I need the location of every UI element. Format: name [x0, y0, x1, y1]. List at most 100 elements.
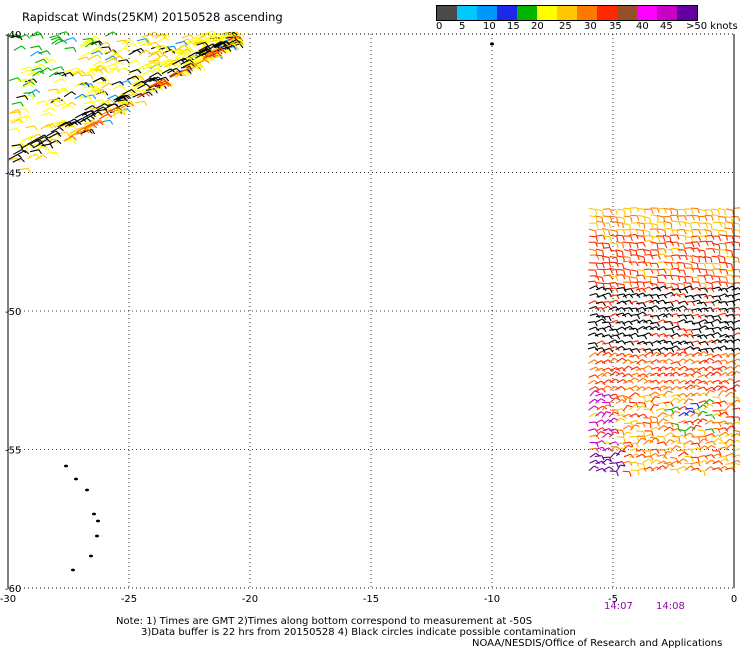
wind-barb [116, 39, 129, 45]
wind-barb [75, 112, 89, 119]
wind-barb [636, 437, 647, 445]
wind-barb [609, 386, 620, 391]
wind-barb [677, 215, 688, 221]
wind-barb [46, 151, 59, 157]
wind-barb [609, 371, 621, 377]
wind-barb [711, 379, 723, 385]
wind-barb [211, 47, 225, 54]
wind-barb [185, 54, 199, 60]
wind-barb [595, 318, 607, 323]
note-line-2: 3)Data buffer is 22 hrs from 20150528 4)… [141, 627, 576, 638]
wind-barb [623, 325, 635, 331]
wind-barb [690, 221, 701, 228]
wind-barb [615, 340, 626, 345]
wind-barb [690, 207, 700, 214]
wind-barb [717, 385, 728, 391]
wind-barb [608, 208, 619, 215]
colorbar-label: 45 [660, 21, 673, 32]
wind-barb [731, 338, 740, 343]
wind-barb [53, 78, 66, 83]
wind-barb [691, 281, 701, 287]
wind-barb [644, 299, 655, 305]
wind-barb [718, 249, 729, 255]
wind-barb [724, 261, 733, 270]
wind-barb [16, 95, 29, 100]
wind-barb [50, 126, 64, 133]
wind-barb [78, 94, 91, 100]
wind-barb [118, 94, 132, 101]
wind-barb [20, 143, 34, 149]
wind-barb [184, 62, 198, 69]
wind-barb [148, 72, 162, 78]
wind-barb [601, 404, 612, 411]
wind-barb [228, 39, 241, 45]
wind-barb [616, 442, 626, 448]
wind-barb [615, 221, 625, 228]
wind-barb [595, 242, 605, 249]
wind-barb [650, 222, 659, 230]
wind-barb [21, 66, 34, 72]
wind-barb [617, 208, 626, 216]
wind-barb [691, 328, 702, 334]
wind-barb [690, 442, 701, 448]
wind-barb [595, 208, 604, 217]
wind-barb [657, 208, 668, 214]
wind-barb [615, 449, 626, 457]
wind-barb [629, 404, 640, 410]
wind-barb [703, 398, 715, 405]
wind-barb [95, 103, 110, 109]
wind-barb [637, 377, 648, 383]
wind-barb [61, 71, 74, 77]
wind-barb [623, 249, 632, 257]
wind-barb [636, 467, 647, 473]
wind-barb [711, 228, 720, 236]
wind-barb [703, 357, 715, 363]
wind-barb [587, 332, 599, 337]
wind-barb [649, 391, 660, 397]
colorbar-label: 15 [507, 21, 520, 32]
wind-barb [603, 215, 613, 222]
wind-barb [704, 466, 716, 472]
wind-barb [622, 365, 633, 371]
wind-barb [650, 241, 659, 249]
contamination-circle [92, 512, 96, 516]
wind-barb [703, 347, 714, 353]
wind-barb [623, 215, 633, 222]
wind-barb [656, 235, 666, 242]
wind-barb [52, 66, 65, 72]
wind-barb [37, 146, 50, 152]
wind-barb [608, 411, 619, 418]
wind-barb [698, 400, 709, 405]
wind-barb [82, 83, 95, 89]
wind-barb [622, 229, 632, 235]
wind-barb [615, 249, 624, 257]
wind-barb [589, 313, 601, 319]
wind-barb [683, 358, 695, 364]
wind-barb [108, 106, 122, 113]
wind-barb [622, 241, 632, 248]
wind-barb [129, 68, 142, 74]
wind-barb [649, 228, 660, 234]
wind-barb [718, 455, 729, 462]
wind-barb [684, 384, 696, 390]
wind-barb [731, 347, 740, 352]
wind-barb [594, 215, 604, 223]
wind-barb [82, 70, 95, 76]
wind-barb [724, 227, 734, 234]
wind-barb [596, 268, 606, 275]
wind-barb [630, 214, 640, 221]
wind-barb [622, 293, 634, 299]
wind-barb [629, 424, 640, 431]
wind-barb [588, 207, 598, 215]
wind-barb [725, 220, 734, 229]
colorbar-label: 5 [459, 21, 466, 32]
wind-barb [602, 325, 614, 330]
wind-barb [596, 294, 607, 300]
wind-barb [636, 462, 646, 469]
wind-barb [670, 228, 679, 236]
wind-barb [12, 157, 25, 163]
wind-barb [55, 87, 68, 93]
wind-barb [621, 312, 633, 318]
wind-barb [725, 208, 735, 216]
wind-barb [601, 227, 610, 236]
